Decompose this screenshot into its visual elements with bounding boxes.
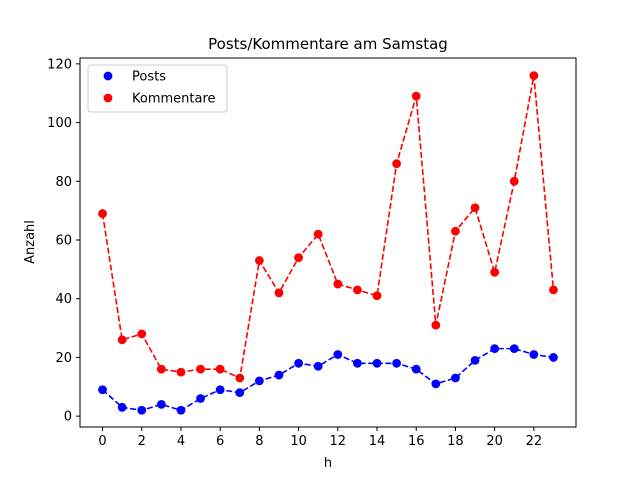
series-0-point bbox=[529, 350, 539, 359]
series-line-1 bbox=[101, 75, 555, 380]
series-0-point bbox=[333, 350, 343, 359]
series-0-point bbox=[470, 355, 480, 365]
x-tick-label: 14 bbox=[369, 434, 386, 449]
series-0-point bbox=[117, 402, 127, 412]
series-1-point bbox=[294, 253, 303, 263]
series-0-point bbox=[451, 373, 460, 383]
series-1-point bbox=[490, 267, 500, 277]
series-1-point bbox=[431, 320, 441, 330]
series-1-point bbox=[529, 71, 539, 81]
legend-label: Posts bbox=[132, 70, 166, 85]
series-1-point bbox=[274, 288, 284, 298]
y-tick-label: 80 bbox=[55, 175, 72, 190]
series-0-point bbox=[372, 358, 382, 368]
series-1-point bbox=[392, 159, 402, 169]
legend-marker bbox=[103, 71, 113, 81]
series-1-point bbox=[451, 226, 460, 236]
plot-frame bbox=[79, 57, 577, 428]
series-0-point bbox=[254, 376, 264, 386]
series-0-point bbox=[411, 364, 421, 374]
series-0-point bbox=[274, 370, 284, 380]
plot-area: 0 2 4 6 8 10 12 14 16 18 20 22 0 20 40 60 80 100 120 bbox=[47, 57, 577, 449]
x-tick-label: 4 bbox=[177, 434, 185, 449]
y-tick-label: 60 bbox=[55, 234, 72, 249]
x-tick-label: 0 bbox=[98, 434, 106, 449]
series-0-point bbox=[294, 358, 303, 368]
x-axis-label: h bbox=[324, 456, 332, 471]
series-1-point bbox=[176, 367, 186, 377]
series-0-point bbox=[353, 358, 362, 368]
legend-box bbox=[87, 64, 228, 113]
series-0-point bbox=[490, 344, 500, 354]
series-0-point bbox=[313, 361, 323, 371]
x-tick-label: 20 bbox=[486, 434, 503, 449]
series-1-point bbox=[117, 335, 127, 345]
series-1-point bbox=[313, 229, 323, 239]
series-1-point bbox=[156, 364, 166, 374]
x-tick-label: 8 bbox=[255, 434, 263, 449]
series-0-point bbox=[98, 385, 107, 395]
x-tick-label: 16 bbox=[408, 434, 425, 449]
series-1-point bbox=[254, 256, 264, 265]
x-tick-label: 2 bbox=[138, 434, 146, 449]
x-tick-label: 6 bbox=[216, 434, 224, 449]
y-tick-label: 40 bbox=[55, 292, 72, 307]
x-tick-label: 18 bbox=[447, 434, 464, 449]
y-tick-label: 20 bbox=[55, 351, 72, 366]
series-1-point bbox=[333, 279, 343, 289]
series-0-point bbox=[392, 358, 402, 368]
legend: Posts Kommentare bbox=[87, 64, 228, 113]
series-1-point bbox=[196, 364, 205, 374]
series-1-point bbox=[470, 203, 480, 213]
series-0-point bbox=[196, 394, 205, 403]
x-tick-label: 12 bbox=[330, 434, 347, 449]
y-tick-label: 0 bbox=[64, 410, 72, 425]
series-1-point bbox=[235, 373, 245, 383]
series-0-point bbox=[137, 405, 147, 415]
y-tick-label: 100 bbox=[47, 116, 72, 131]
x-tick-label: 10 bbox=[290, 434, 307, 449]
series-0-point bbox=[549, 353, 558, 362]
series-0-point bbox=[509, 344, 519, 354]
series-0-point bbox=[156, 399, 166, 409]
y-axis-label: Anzahl bbox=[23, 220, 38, 264]
series-0-point bbox=[215, 385, 225, 395]
x-tick-label: 22 bbox=[526, 434, 543, 449]
series-1-point bbox=[215, 364, 225, 374]
chart-title: Posts/Kommentare am Samstag bbox=[208, 35, 448, 53]
series-1-point bbox=[98, 209, 107, 218]
series-0-point bbox=[176, 405, 186, 415]
series-1-point bbox=[137, 329, 147, 339]
series-1-point bbox=[509, 176, 519, 186]
series-1-point bbox=[372, 291, 382, 301]
legend-label: Kommentare bbox=[132, 92, 216, 107]
legend-marker bbox=[103, 93, 113, 103]
series-0-point bbox=[235, 388, 245, 398]
series-1-point bbox=[549, 285, 558, 295]
series-1-point bbox=[411, 91, 421, 101]
series-0-point bbox=[431, 379, 441, 389]
y-tick-label: 120 bbox=[47, 57, 72, 72]
series-1-point bbox=[353, 285, 362, 295]
